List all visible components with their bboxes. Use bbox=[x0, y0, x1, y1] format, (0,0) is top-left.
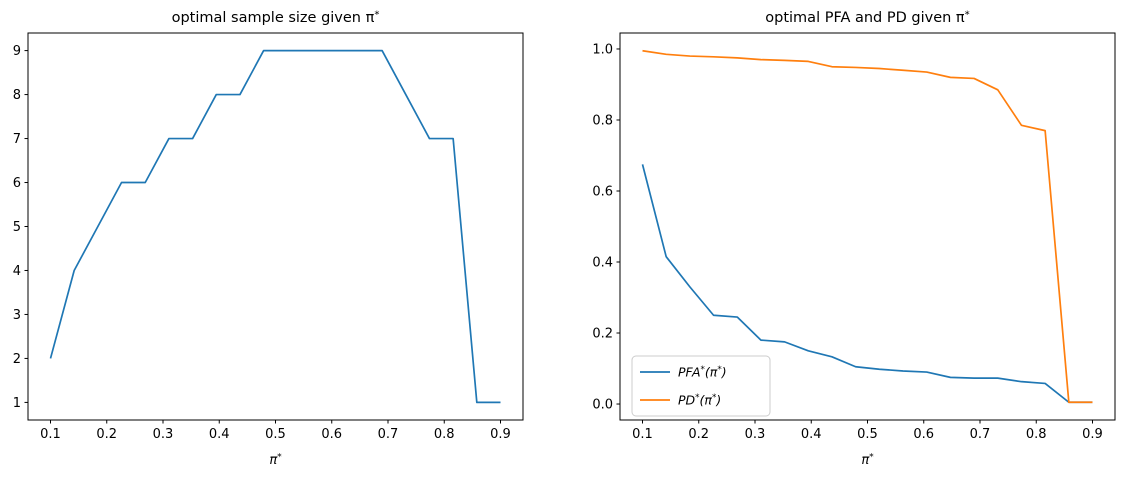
x-tick-label: 0.2 bbox=[96, 427, 117, 442]
x-tick-label: 0.2 bbox=[688, 427, 709, 442]
y-tick-label: 7 bbox=[13, 132, 21, 147]
x-tick-label: 0.1 bbox=[632, 427, 653, 442]
series-line-sample-size bbox=[49, 49, 501, 404]
x-tick-label: 0.5 bbox=[857, 427, 878, 442]
legend: PFA*(π*) PD*(π*) bbox=[631, 355, 771, 417]
x-axis-label: π* bbox=[269, 453, 282, 469]
x-tick-label: 0.8 bbox=[434, 427, 455, 442]
x-tick-label: 0.6 bbox=[913, 427, 934, 442]
x-tick-label: 0.4 bbox=[801, 427, 822, 442]
y-tick-label: 0.6 bbox=[592, 184, 613, 199]
series-line-pd bbox=[642, 49, 1093, 404]
y-tick-label: 6 bbox=[13, 176, 21, 191]
x-tick-label: 0.9 bbox=[1082, 427, 1103, 442]
y-tick-label: 4 bbox=[13, 264, 21, 279]
y-tick-label: 0.8 bbox=[592, 113, 613, 128]
plot-border bbox=[27, 32, 524, 421]
left-chart: 0.1 0.2 0.3 0.4 0.5 0.6 0.7 0.8 0.9 1 2 3 4 5 6 7 8 9 opti… bbox=[13, 10, 524, 469]
y-tick-label: 9 bbox=[13, 44, 21, 59]
x-tick-label: 0.6 bbox=[321, 427, 342, 442]
x-tick-label: 0.1 bbox=[40, 427, 61, 442]
legend-box bbox=[631, 355, 771, 417]
x-tick-label: 0.7 bbox=[378, 427, 399, 442]
x-tick-label: 0.3 bbox=[153, 427, 174, 442]
x-tick-label: 0.5 bbox=[265, 427, 286, 442]
y-tick-label: 2 bbox=[13, 352, 21, 367]
y-tick-label: 0.4 bbox=[592, 256, 613, 271]
y-tick-label: 1 bbox=[13, 396, 21, 411]
y-tick-label: 8 bbox=[13, 88, 21, 103]
x-tick-label: 0.3 bbox=[745, 427, 766, 442]
y-tick-label: 1.0 bbox=[592, 42, 613, 57]
x-tick-label: 0.4 bbox=[209, 427, 230, 442]
y-tick-label: 3 bbox=[13, 308, 21, 323]
legend-label-pd: PD*(π*) bbox=[678, 393, 721, 408]
chart-title: optimal PFA and PD given π* bbox=[765, 10, 969, 27]
x-tick-label: 0.9 bbox=[490, 427, 511, 442]
y-tick-label: 0.2 bbox=[592, 327, 613, 342]
right-chart: 0.1 0.2 0.3 0.4 0.5 0.6 0.7 0.8 0.9 0.0 0.2 0.4 0.6 0… bbox=[592, 10, 1116, 469]
y-tick-label: 0.0 bbox=[592, 398, 613, 413]
x-tick-label: 0.8 bbox=[1026, 427, 1047, 442]
x-axis-label: π* bbox=[861, 453, 874, 469]
legend-label-pfa: PFA*(π*) bbox=[678, 365, 727, 380]
y-tick-label: 5 bbox=[13, 220, 21, 235]
series-line-pfa bbox=[641, 164, 1093, 404]
chart-title: optimal sample size given π* bbox=[172, 10, 380, 27]
x-tick-label: 0.7 bbox=[970, 427, 991, 442]
